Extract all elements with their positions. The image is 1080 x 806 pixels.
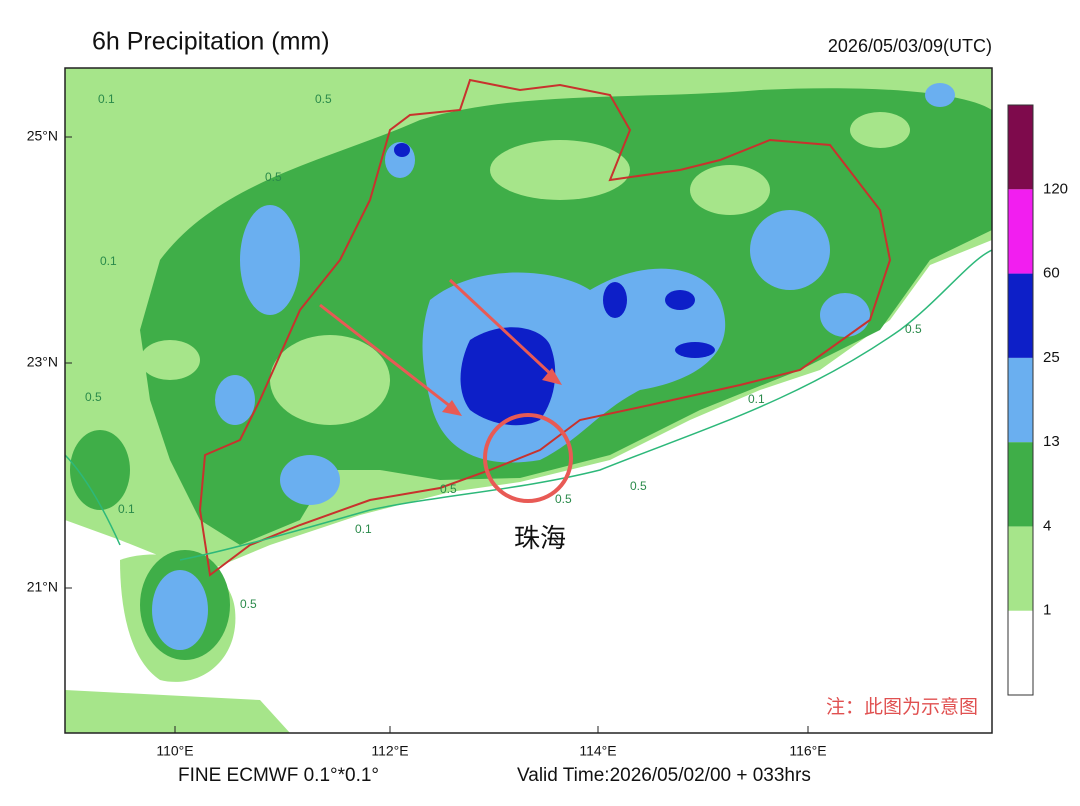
colorbar-band	[1008, 273, 1033, 358]
map-area	[65, 68, 992, 733]
land-south	[65, 690, 290, 733]
colorbar-label: 1	[1043, 602, 1051, 619]
colorbar-label: 120	[1043, 180, 1068, 197]
contour-label: 0.5	[905, 322, 922, 336]
arrow-head	[442, 400, 462, 416]
arrow	[448, 278, 557, 380]
very-heavy-rain	[394, 143, 715, 426]
contour-label: 0.1	[98, 92, 115, 106]
colorbar-label: 4	[1043, 517, 1051, 534]
footer-right: Valid Time:2026/05/02/00 + 033hrs	[517, 765, 811, 786]
map-frame	[64, 67, 993, 734]
lon-label: 110°E	[156, 743, 193, 759]
valid-time-header: 2026/05/03/09(UTC)	[828, 36, 992, 56]
lon-label: 114°E	[579, 743, 616, 759]
contour-label: 0.1	[748, 392, 765, 406]
note: 注：此图为示意图	[826, 696, 978, 718]
arrow-head	[542, 368, 562, 385]
lon-label: 112°E	[371, 743, 408, 759]
contour-label: 0.5	[85, 390, 102, 404]
zhuhai-circle	[483, 413, 573, 503]
contour-line	[65, 249, 992, 561]
colorbar-label: 25	[1043, 349, 1060, 366]
contour-label: 0.5	[265, 170, 282, 184]
lat-label: 25°N	[27, 128, 58, 144]
contour-label: 0.1	[100, 254, 117, 268]
contour-label: 0.1	[118, 502, 135, 516]
province-boundary	[198, 78, 892, 577]
colorbar-band	[1008, 526, 1033, 611]
annotation: 珠海	[514, 523, 566, 553]
contour-label: 0.5	[315, 92, 332, 106]
lon-label: 116°E	[789, 743, 826, 759]
colorbar-band	[1008, 357, 1033, 443]
lat-label: 21°N	[27, 579, 58, 595]
contour-label: 0.5	[440, 482, 457, 496]
contour-label: 0.1	[355, 522, 372, 536]
footer-left: FINE ECMWF 0.1°*0.1°	[178, 765, 379, 786]
colorbar-label: 13	[1043, 433, 1060, 450]
light-rain-holes	[140, 112, 910, 425]
colorbar-band	[1008, 105, 1033, 190]
colorbar-band	[1008, 610, 1033, 695]
contour-label: 0.5	[555, 492, 572, 506]
arrow	[319, 303, 456, 412]
colorbar-band	[1008, 189, 1033, 274]
lat-label: 23°N	[27, 354, 58, 370]
contour-label: 0.5	[630, 479, 647, 493]
colorbar-band	[1008, 442, 1033, 527]
contour-label: 0.5	[240, 597, 257, 611]
colorbar-label: 60	[1043, 265, 1060, 282]
title: 6h Precipitation (mm)	[92, 28, 330, 56]
colorbar-frame	[1007, 104, 1034, 696]
